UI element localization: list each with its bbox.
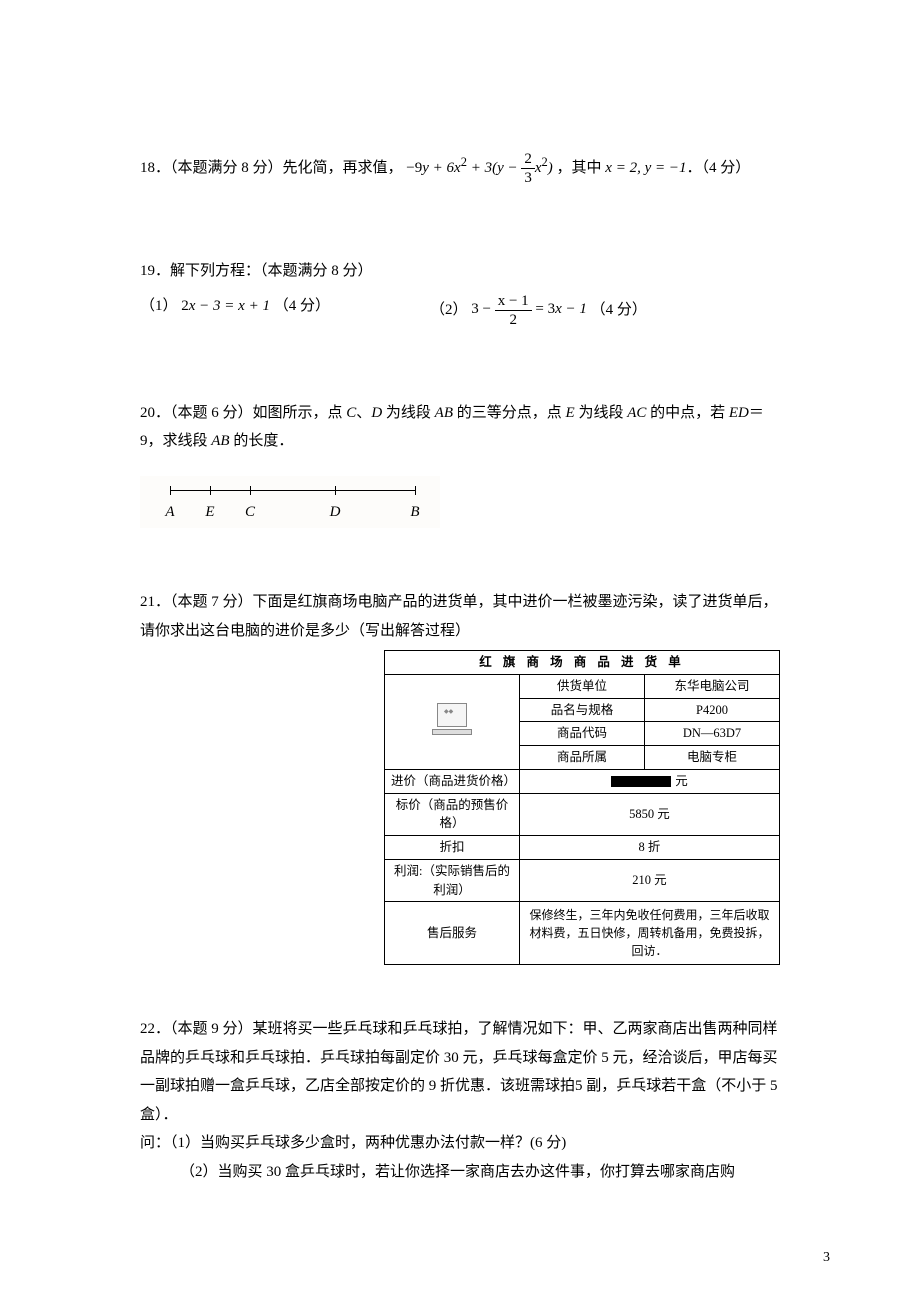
question-18: 18．（本题满分 8 分）先化简，再求值， −9y + 6x2 + 3(y − …: [140, 150, 780, 187]
tick-a: [170, 486, 171, 495]
q19-subs: （1） 2x − 3 = x + 1 （4 分） （2） 3 − x − 12 …: [140, 292, 780, 329]
label-a: A: [160, 498, 180, 527]
row9-label: 售后服务: [385, 902, 520, 965]
label-d: D: [325, 498, 345, 527]
row5-value: 元: [520, 769, 780, 793]
question-22: 22．（本题 9 分）某班将买一些乒乓球和乒乓球拍，了解情况如下：甲、乙两家商店…: [140, 1015, 780, 1186]
label-b: B: [405, 498, 425, 527]
row3-value: DN—63D7: [645, 722, 780, 746]
q20-text: 20．（本题 6 分）如图所示，点 C、D 为线段 AB 的三等分点，点 E 为…: [140, 399, 780, 456]
invoice-table: 红 旗 商 场 商 品 进 货 单 供货单位 东华电脑公司 品名与规格 P420…: [384, 650, 780, 965]
q18-text: 18．（本题满分 8 分）先化简，再求值， −9y + 6x2 + 3(y − …: [140, 150, 780, 187]
tick-c: [250, 486, 251, 495]
row4-value: 电脑专柜: [645, 746, 780, 770]
row1-value: 东华电脑公司: [645, 674, 780, 698]
q18-cond-prefix: ，其中: [557, 160, 606, 176]
row2-value: P4200: [645, 698, 780, 722]
table-title: 红 旗 商 场 商 品 进 货 单: [385, 651, 780, 675]
ink-blot: [611, 776, 671, 787]
q19-title: 19．解下列方程：（本题满分 8 分）: [140, 257, 780, 286]
row9-value: 保修终生，三年内免收任何费用，三年后收取材料费，五日快修，周转机备用，免费投拆，…: [520, 902, 780, 965]
computer-icon-cell: [385, 674, 520, 769]
q22-text: 22．（本题 9 分）某班将买一些乒乓球和乒乓球拍，了解情况如下：甲、乙两家商店…: [140, 1015, 780, 1129]
tick-e: [210, 486, 211, 495]
q21-table-wrapper: 红 旗 商 场 商 品 进 货 单 供货单位 东华电脑公司 品名与规格 P420…: [384, 650, 780, 965]
tick-b: [415, 486, 416, 495]
row6-value: 5850 元: [520, 793, 780, 836]
tick-d: [335, 486, 336, 495]
question-19: 19．解下列方程：（本题满分 8 分） （1） 2x − 3 = x + 1 （…: [140, 257, 780, 329]
q19-sub2-expr: 3 − x − 12 = 3x − 1: [471, 301, 590, 317]
row3-label: 商品代码: [520, 722, 645, 746]
label-c: C: [240, 498, 260, 527]
question-21: 21．（本题 7 分）下面是红旗商场电脑产品的进货单，其中进价一栏被墨迹污染，读…: [140, 588, 780, 980]
computer-icon: [432, 703, 472, 741]
label-e: E: [200, 498, 220, 527]
q18-prefix: （本题满分 8 分）先化简，再求值，: [170, 160, 403, 176]
number-line: [170, 490, 415, 491]
row6-label: 标价（商品的预售价格）: [385, 793, 520, 836]
row7-label: 折扣: [385, 836, 520, 860]
q18-expression: −9y + 6x2 + 3(y − 23x2): [406, 160, 556, 176]
page-number: 3: [823, 1245, 830, 1272]
q18-num: 18．: [140, 160, 170, 176]
question-20: 20．（本题 6 分）如图所示，点 C、D 为线段 AB 的三等分点，点 E 为…: [140, 399, 780, 539]
q18-suffix: ．（4 分）: [687, 160, 751, 176]
row8-value: 210 元: [520, 859, 780, 902]
row8-label: 利润:（实际销售后的利润）: [385, 859, 520, 902]
q19-sub1: （1） 2x − 3 = x + 1 （4 分）: [140, 292, 330, 329]
q20-diagram: A E C D B: [140, 476, 440, 528]
q22-ask: 问：（1）当购买乒乓球多少盒时，两种优惠办法付款一样？(6 分): [140, 1129, 780, 1158]
row4-label: 商品所属: [520, 746, 645, 770]
q21-text: 21．（本题 7 分）下面是红旗商场电脑产品的进货单，其中进价一栏被墨迹污染，读…: [140, 588, 780, 645]
q22-sub2: （2）当购买 30 盒乒乓球时，若让你选择一家商店去办这件事，你打算去哪家商店购: [140, 1158, 780, 1187]
row7-value: 8 折: [520, 836, 780, 860]
row2-label: 品名与规格: [520, 698, 645, 722]
q19-sub2: （2） 3 − x − 12 = 3x − 1 （4 分）: [430, 292, 647, 329]
row5-label: 进价（商品进货价格）: [385, 769, 520, 793]
row1-label: 供货单位: [520, 674, 645, 698]
